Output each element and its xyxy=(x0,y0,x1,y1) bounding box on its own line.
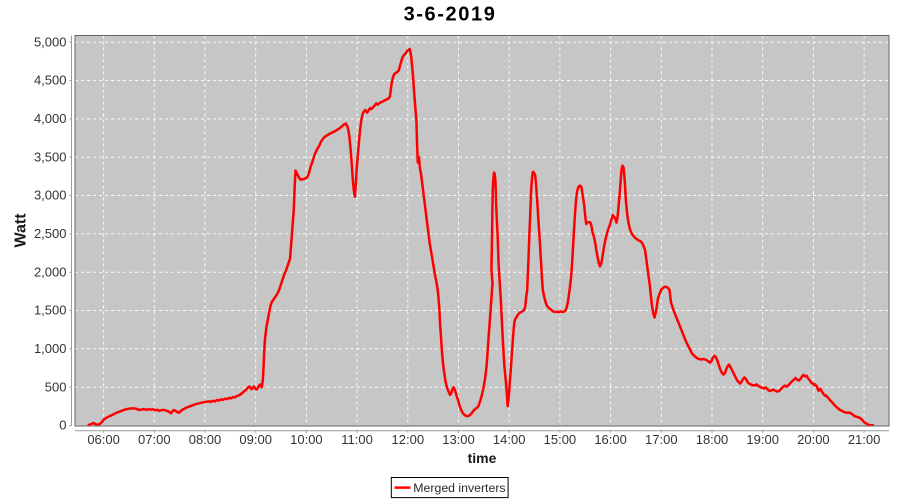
svg-text:4,500: 4,500 xyxy=(34,73,67,88)
svg-text:3-6-2019: 3-6-2019 xyxy=(404,4,497,26)
svg-text:08:00: 08:00 xyxy=(189,432,222,447)
svg-text:20:00: 20:00 xyxy=(797,432,830,447)
svg-text:500: 500 xyxy=(45,379,67,394)
svg-text:1,000: 1,000 xyxy=(34,341,67,356)
svg-text:time: time xyxy=(468,450,497,466)
svg-text:5,000: 5,000 xyxy=(34,34,67,49)
svg-text:10:00: 10:00 xyxy=(290,432,323,447)
svg-text:1,500: 1,500 xyxy=(34,303,67,318)
svg-text:13:00: 13:00 xyxy=(442,432,475,447)
svg-text:Merged inverters: Merged inverters xyxy=(413,481,505,495)
svg-text:4,000: 4,000 xyxy=(34,111,67,126)
svg-text:09:00: 09:00 xyxy=(239,432,272,447)
svg-text:12:00: 12:00 xyxy=(392,432,425,447)
svg-text:2,500: 2,500 xyxy=(34,226,67,241)
svg-text:0: 0 xyxy=(59,418,66,433)
svg-text:21:00: 21:00 xyxy=(848,432,881,447)
svg-text:3,500: 3,500 xyxy=(34,149,67,164)
svg-text:2,000: 2,000 xyxy=(34,264,67,279)
svg-text:16:00: 16:00 xyxy=(594,432,627,447)
svg-text:19:00: 19:00 xyxy=(746,432,779,447)
svg-text:15:00: 15:00 xyxy=(544,432,577,447)
svg-text:Watt: Watt xyxy=(13,213,30,248)
svg-text:3,000: 3,000 xyxy=(34,188,67,203)
svg-text:17:00: 17:00 xyxy=(645,432,678,447)
svg-text:11:00: 11:00 xyxy=(341,432,373,447)
svg-text:06:00: 06:00 xyxy=(87,432,120,447)
svg-text:07:00: 07:00 xyxy=(138,432,171,447)
svg-text:18:00: 18:00 xyxy=(696,432,729,447)
svg-text:14:00: 14:00 xyxy=(493,432,526,447)
